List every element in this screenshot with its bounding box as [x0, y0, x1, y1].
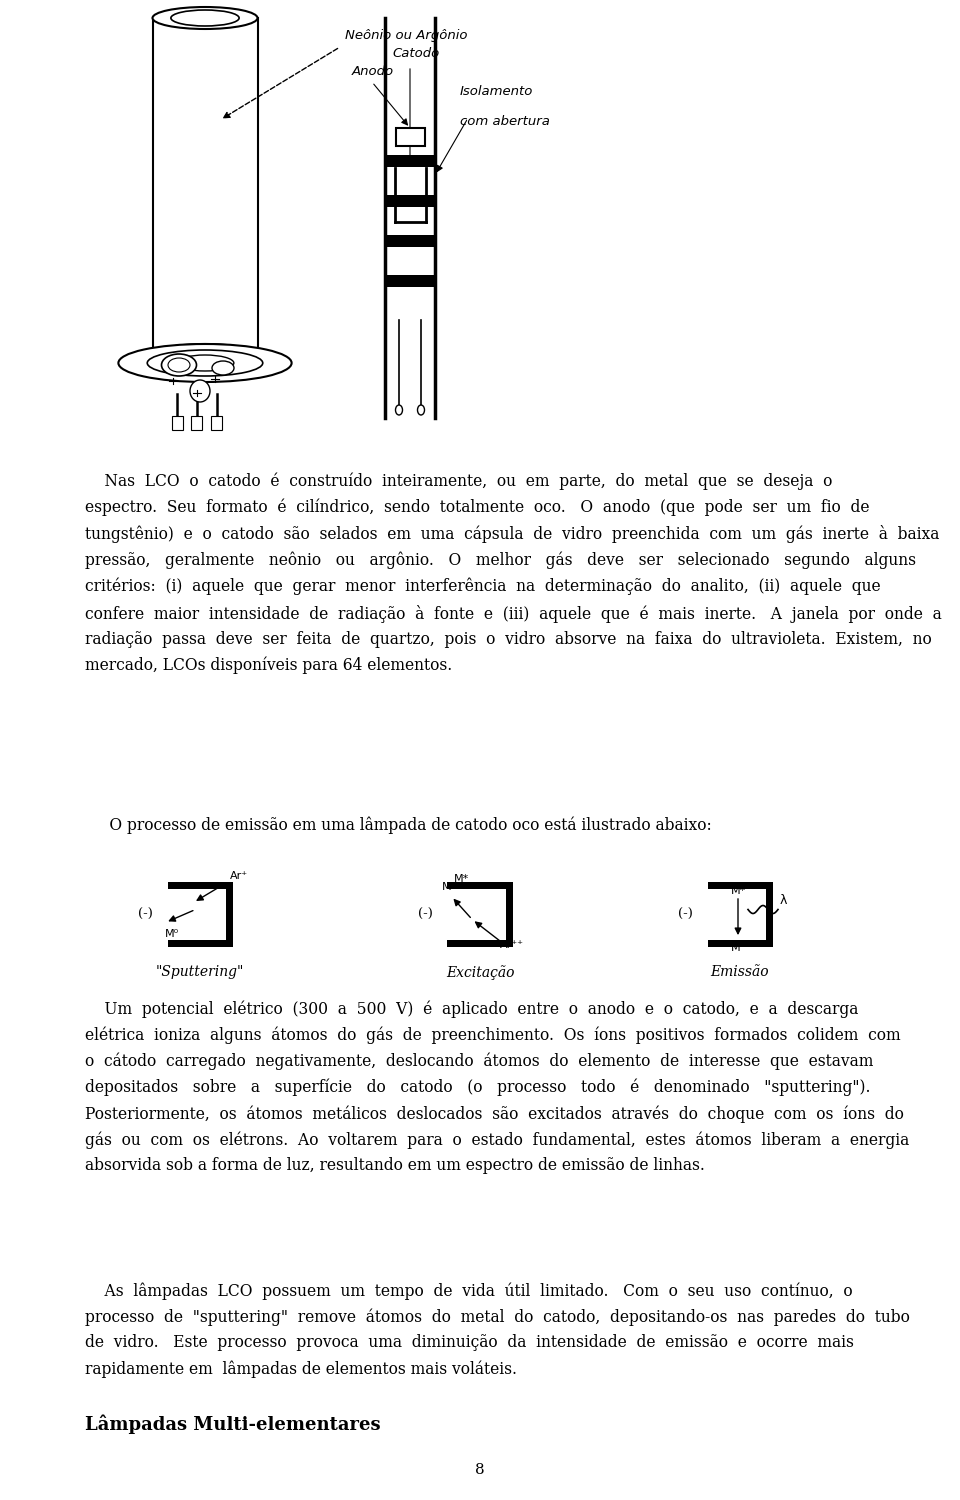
Bar: [506, 882, 513, 946]
Bar: [385, 154, 435, 166]
Text: Excitação: Excitação: [445, 964, 515, 980]
Bar: [167, 882, 232, 890]
Bar: [447, 940, 513, 946]
Text: O processo de emissão em uma lâmpada de catodo oco está ilustrado abaixo:: O processo de emissão em uma lâmpada de …: [85, 816, 711, 834]
Text: Emissão: Emissão: [710, 964, 769, 980]
Text: Anodo: Anodo: [352, 64, 395, 78]
Ellipse shape: [171, 10, 239, 26]
Bar: [396, 128, 424, 146]
Text: M⁰: M⁰: [731, 944, 745, 952]
Ellipse shape: [168, 358, 190, 372]
Ellipse shape: [161, 354, 197, 376]
Text: (-): (-): [678, 908, 693, 921]
Text: 8: 8: [475, 1462, 485, 1478]
Text: "Sputtering": "Sputtering": [156, 964, 244, 980]
Bar: [765, 882, 773, 946]
Bar: [172, 416, 182, 430]
Bar: [226, 882, 232, 946]
Text: Nas  LCO  o  catodo  é  construído  inteiramente,  ou  em  parte,  do  metal  qu: Nas LCO o catodo é construído inteiramen…: [85, 472, 942, 675]
Bar: [211, 416, 223, 430]
Text: M*: M*: [731, 886, 746, 896]
Ellipse shape: [212, 362, 234, 375]
Ellipse shape: [147, 350, 263, 376]
Text: As  lâmpadas  LCO  possuem  um  tempo  de  vida  útil  limitado.   Com  o  seu  : As lâmpadas LCO possuem um tempo de vida…: [85, 1282, 910, 1377]
Ellipse shape: [176, 356, 234, 370]
Text: Isolamento

com abertura: Isolamento com abertura: [460, 86, 550, 128]
Text: M⁰: M⁰: [164, 930, 179, 939]
Text: λ: λ: [780, 894, 787, 908]
Bar: [167, 940, 232, 946]
Bar: [447, 882, 513, 890]
Ellipse shape: [418, 405, 424, 416]
Bar: [708, 940, 773, 946]
Bar: [191, 416, 203, 430]
Ellipse shape: [396, 405, 402, 416]
Text: Ar⁺⁺: Ar⁺⁺: [499, 940, 523, 951]
Text: (-): (-): [418, 908, 433, 921]
Text: Ar⁺: Ar⁺: [229, 871, 248, 882]
Ellipse shape: [153, 8, 257, 28]
Bar: [385, 274, 435, 286]
Text: Catodo: Catodo: [392, 46, 440, 60]
Bar: [385, 236, 435, 248]
Bar: [708, 882, 773, 890]
Bar: [385, 195, 435, 207]
Ellipse shape: [190, 380, 210, 402]
Text: Um  potencial  elétrico  (300  a  500  V)  é  aplicado  entre  o  anodo  e  o  c: Um potencial elétrico (300 a 500 V) é ap…: [85, 1000, 909, 1174]
Text: M⁰: M⁰: [442, 882, 456, 891]
Text: (-): (-): [138, 908, 153, 921]
Text: Neônio ou Argônio: Neônio ou Argônio: [345, 28, 468, 42]
Text: M*: M*: [453, 874, 468, 885]
Ellipse shape: [118, 344, 292, 382]
Text: Lâmpadas Multi-elementares: Lâmpadas Multi-elementares: [85, 1414, 380, 1434]
